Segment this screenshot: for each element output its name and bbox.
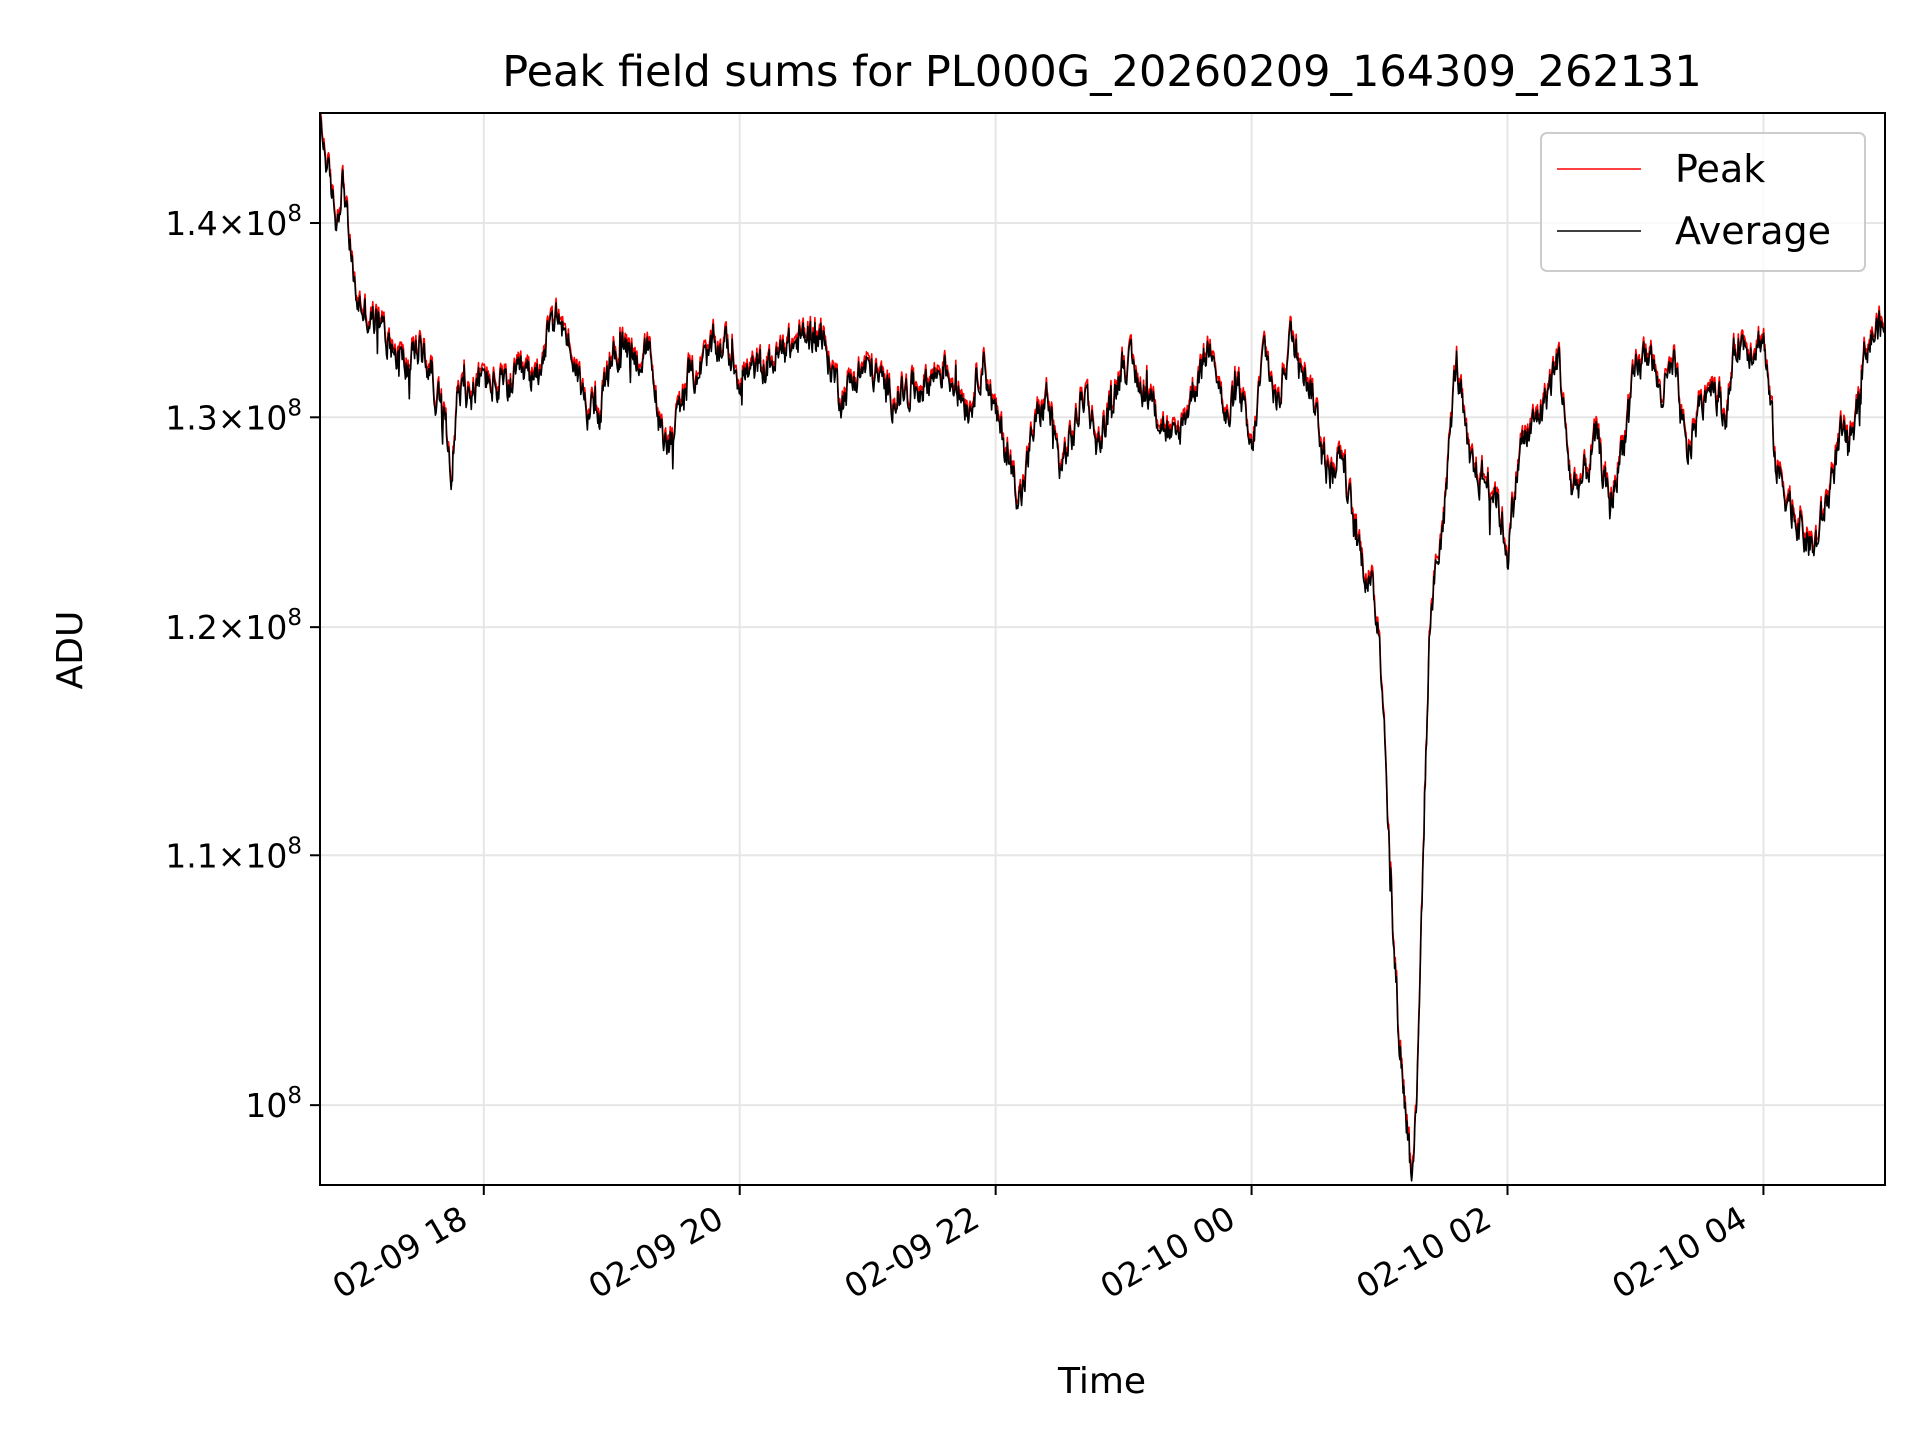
y-tick-label-0: 108: [245, 1083, 302, 1125]
series-layer: [319, 112, 1886, 1182]
chart-title: Peak field sums for PL000G_20260209_1643…: [502, 47, 1702, 97]
y-tick-label-4: 1.4×108: [165, 201, 302, 243]
legend: Peak Average: [1540, 132, 1866, 272]
y-axis-label: ADU: [50, 611, 91, 690]
legend-peak-label: Peak: [1675, 147, 1765, 191]
legend-average-label: Average: [1675, 209, 1831, 253]
legend-box: [1540, 132, 1866, 272]
y-tick-label-3: 1.3×108: [165, 395, 302, 437]
x-axis-label: Time: [1057, 1361, 1146, 1402]
series-line-average: [319, 112, 1886, 1182]
y-axis: 108 1.1×108 1.2×108 1.3×108 1.4×108: [165, 201, 320, 1125]
y-tick-label-1: 1.1×108: [165, 833, 302, 875]
y-tick-label-2: 1.2×108: [165, 605, 302, 647]
plot-frame: [319, 112, 1886, 1186]
